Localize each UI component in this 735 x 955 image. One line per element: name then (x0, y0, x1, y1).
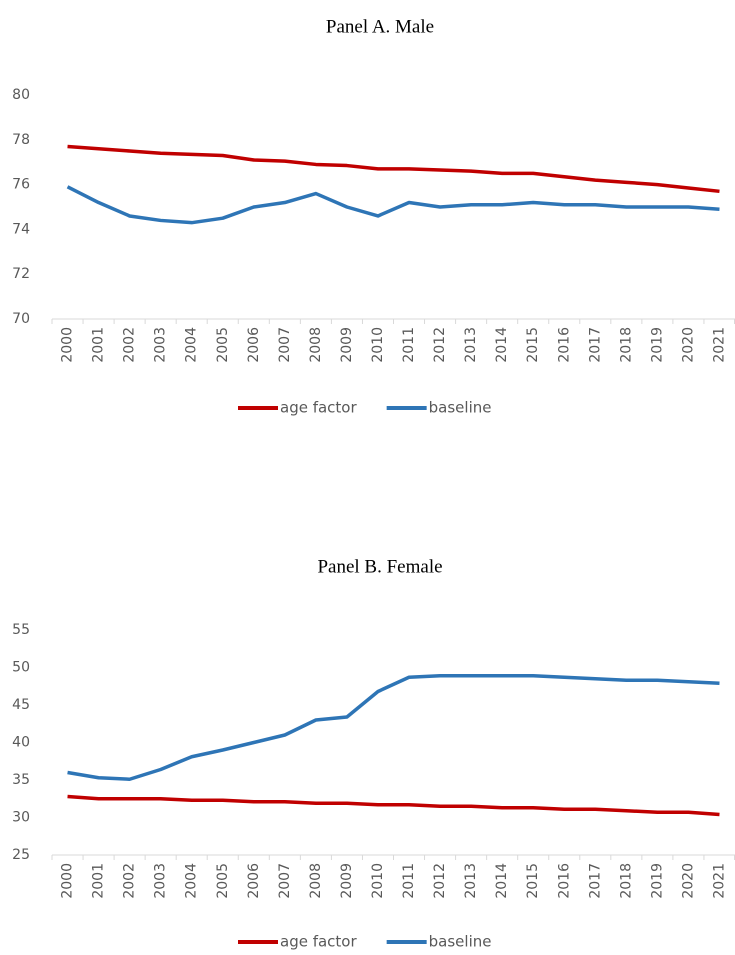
x-tick-label: 2008 (308, 327, 324, 363)
x-tick-label: 2004 (184, 863, 200, 899)
y-tick-label: 78 (12, 132, 30, 148)
y-tick-label: 35 (12, 772, 30, 788)
x-tick-label: 2003 (153, 863, 169, 899)
x-tick-label: 2013 (463, 327, 479, 363)
x-tick-label: 2011 (401, 327, 417, 363)
y-tick-label: 72 (12, 266, 30, 282)
y-tick-label: 76 (12, 177, 30, 193)
x-tick-label: 2001 (91, 327, 107, 363)
x-tick-label: 2012 (432, 863, 448, 899)
legend-label: age factor (280, 399, 357, 417)
x-tick-label: 2019 (649, 863, 665, 899)
chart-title: Panel A. Male (326, 16, 434, 37)
x-tick-label: 2015 (525, 327, 541, 363)
x-tick-label: 2007 (277, 327, 293, 363)
x-tick-label: 2008 (308, 863, 324, 899)
x-tick-label: 2012 (432, 327, 448, 363)
chart: Panel B. Female 25 30 35 40 45 50 55 2000 2001 200… (12, 556, 735, 951)
legend-label: baseline (429, 933, 492, 951)
chart-title: Panel B. Female (317, 556, 442, 577)
x-tick-label: 2021 (711, 327, 727, 363)
y-tick-label: 74 (12, 221, 30, 237)
x-tick-label: 2013 (463, 863, 479, 899)
x-tick-label: 2019 (649, 327, 665, 363)
x-tick-label: 2020 (680, 327, 696, 363)
x-tick-label: 2017 (587, 863, 603, 899)
x-tick-label: 2020 (680, 863, 696, 899)
y-tick-label: 70 (12, 311, 30, 327)
y-tick-label: 80 (12, 87, 30, 103)
chart: Panel A. Male 70 72 74 76 78 80 2000 2001 2002 200… (12, 16, 735, 417)
series-line (67, 794, 720, 817)
y-tick-label: 40 (12, 735, 30, 751)
x-tick-label: 2010 (370, 863, 386, 899)
legend-label: age factor (280, 933, 357, 951)
y-tick-label: 45 (12, 697, 30, 713)
x-tick-label: 2002 (122, 327, 138, 363)
x-tick-label: 2014 (494, 327, 510, 363)
x-tick-label: 2011 (401, 863, 417, 899)
x-tick-label: 2003 (153, 327, 169, 363)
x-tick-label: 2009 (339, 327, 355, 363)
y-tick-label: 25 (12, 847, 30, 863)
x-tick-label: 2018 (618, 863, 634, 899)
x-tick-label: 2014 (494, 863, 510, 899)
x-tick-label: 2004 (184, 327, 200, 363)
series-line (67, 144, 720, 194)
x-tick-label: 2017 (587, 327, 603, 363)
x-tick-label: 2001 (91, 863, 107, 899)
series-line (66, 185, 720, 225)
y-tick-label: 55 (12, 622, 30, 638)
x-tick-label: 2018 (618, 327, 634, 363)
x-tick-label: 2005 (215, 863, 231, 899)
x-tick-label: 2000 (60, 863, 76, 899)
x-tick-label: 2015 (525, 863, 541, 899)
x-tick-label: 2016 (556, 327, 572, 363)
x-tick-label: 2007 (277, 863, 293, 899)
x-tick-label: 2009 (339, 863, 355, 899)
x-tick-label: 2021 (711, 863, 727, 899)
series-line (67, 674, 720, 781)
y-tick-label: 30 (12, 810, 30, 826)
x-tick-label: 2006 (246, 863, 262, 899)
x-tick-label: 2000 (60, 327, 76, 363)
x-tick-label: 2002 (122, 863, 138, 899)
x-tick-label: 2006 (246, 327, 262, 363)
x-tick-label: 2016 (556, 863, 572, 899)
legend-label: baseline (429, 399, 492, 417)
x-tick-label: 2005 (215, 327, 231, 363)
x-tick-label: 2010 (370, 327, 386, 363)
y-tick-label: 50 (12, 660, 30, 676)
